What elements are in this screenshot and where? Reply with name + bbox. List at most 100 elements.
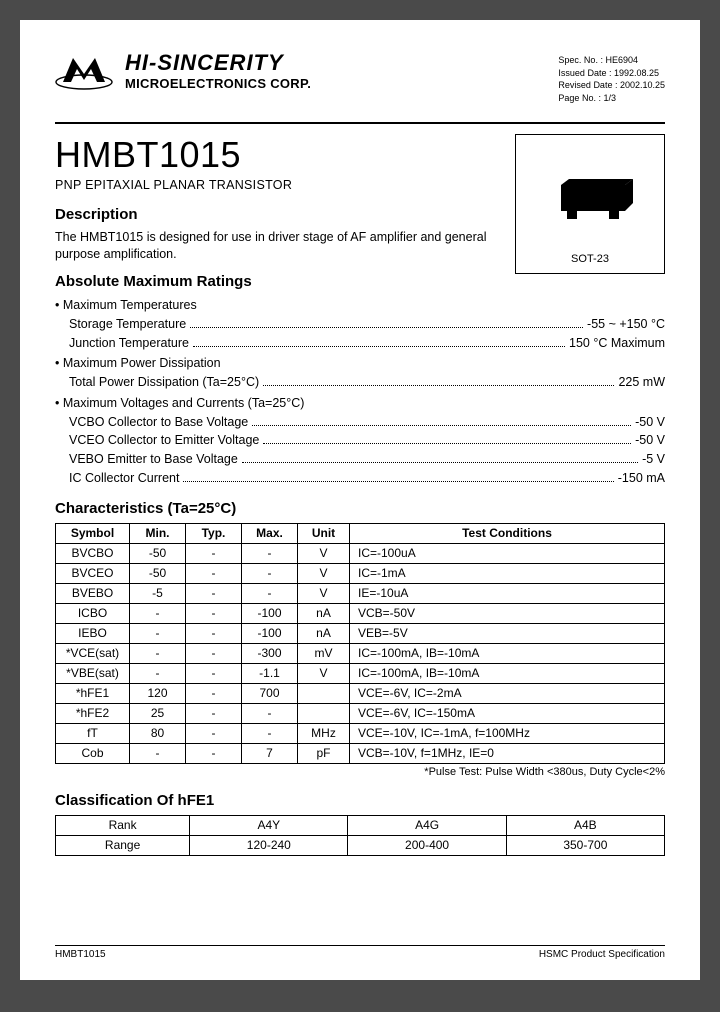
footer-right: HSMC Product Specification [539, 949, 665, 960]
table-cell: VCE=-6V, IC=-2mA [350, 683, 665, 703]
table-cell: 80 [130, 723, 186, 743]
table-cell: V [298, 663, 350, 683]
rating-line: Total Power Dissipation (Ta=25°C) 225 mW [55, 373, 665, 392]
table-cell: - [186, 623, 242, 643]
rating-group-header: Maximum Voltages and Currents (Ta=25°C) [55, 394, 665, 413]
rating-line: Junction Temperature150 °C Maximum [55, 334, 665, 353]
table-cell: A4G [348, 815, 506, 835]
table-cell: 120 [130, 683, 186, 703]
table-row: fT80--MHzVCE=-10V, IC=-1mA, f=100MHz [56, 723, 665, 743]
table-cell [298, 703, 350, 723]
rating-value: -150 mA [618, 469, 665, 488]
table-cell: - [242, 563, 298, 583]
rating-group: Maximum Voltages and Currents (Ta=25°C)V… [55, 394, 665, 488]
table-cell: IEBO [56, 623, 130, 643]
table-cell: VCB=-50V [350, 603, 665, 623]
table-row: *VBE(sat)---1.1VIC=-100mA, IB=-10mA [56, 663, 665, 683]
table-cell: 200-400 [348, 835, 506, 855]
table-cell: A4B [506, 815, 664, 835]
company-subtitle: MICROELECTRONICS CORP. [125, 76, 311, 91]
table-cell: 350-700 [506, 835, 664, 855]
rating-line: VCEO Collector to Emitter Voltage -50 V [55, 431, 665, 450]
table-cell: IC=-1mA [350, 563, 665, 583]
table-row: BVEBO-5--VIE=-10uA [56, 583, 665, 603]
table-cell: fT [56, 723, 130, 743]
rating-label: Storage Temperature [69, 315, 186, 334]
logo-block: HI-SINCERITY MICROELECTRONICS CORP. [55, 50, 558, 91]
table-cell: - [242, 723, 298, 743]
table-cell: - [130, 623, 186, 643]
table-cell: - [242, 703, 298, 723]
description-text: The HMBT1015 is designed for use in driv… [55, 229, 505, 263]
table-cell: IC=-100uA [350, 543, 665, 563]
table-cell: -100 [242, 603, 298, 623]
rating-value: 225 mW [618, 373, 665, 392]
table-cell: BVCEO [56, 563, 130, 583]
table-cell: -300 [242, 643, 298, 663]
rating-group: Maximum Power DissipationTotal Power Dis… [55, 354, 665, 392]
datasheet-page: HI-SINCERITY MICROELECTRONICS CORP. Spec… [20, 20, 700, 980]
rating-label: Total Power Dissipation (Ta=25°C) [69, 373, 259, 392]
package-box: SOT-23 [515, 134, 665, 274]
footer-left: HMBT1015 [55, 949, 106, 960]
table-cell: VCE=-10V, IC=-1mA, f=100MHz [350, 723, 665, 743]
table-cell: 7 [242, 743, 298, 763]
table-cell: nA [298, 603, 350, 623]
table-cell: -5 [130, 583, 186, 603]
rating-label: VCEO Collector to Emitter Voltage [69, 431, 259, 450]
rating-line: VEBO Emitter to Base Voltage-5 V [55, 450, 665, 469]
header-divider [55, 122, 665, 124]
table-row: Cob--7pFVCB=-10V, f=1MHz, IE=0 [56, 743, 665, 763]
table-cell: -1.1 [242, 663, 298, 683]
table-cell: MHz [298, 723, 350, 743]
table-cell: mV [298, 643, 350, 663]
column-header: Test Conditions [350, 523, 665, 543]
rating-group-header: Maximum Temperatures [55, 296, 665, 315]
rating-label: IC Collector Current [69, 469, 179, 488]
table-row: *hFE1120-700VCE=-6V, IC=-2mA [56, 683, 665, 703]
table-row: IEBO---100nAVEB=-5V [56, 623, 665, 643]
revised-date: Revised Date : 2002.10.25 [558, 79, 665, 92]
table-cell: IE=-10uA [350, 583, 665, 603]
table-cell: -50 [130, 563, 186, 583]
rating-value: -55 ~ +150 °C [587, 315, 665, 334]
table-header-row: RankA4YA4GA4B [56, 815, 665, 835]
table-cell: - [242, 543, 298, 563]
table-header-row: SymbolMin.Typ.Max.UnitTest Conditions [56, 523, 665, 543]
ratings-list: Maximum TemperaturesStorage Temperature -… [55, 296, 665, 488]
column-header: Symbol [56, 523, 130, 543]
table-row: BVCEO-50--VIC=-1mA [56, 563, 665, 583]
rating-value: -50 V [635, 431, 665, 450]
table-cell [298, 683, 350, 703]
column-header: Max. [242, 523, 298, 543]
table-cell: - [186, 603, 242, 623]
table-cell: - [186, 663, 242, 683]
spec-no: Spec. No. : HE6904 [558, 54, 665, 67]
table-cell: - [130, 663, 186, 683]
amr-title: Absolute Maximum Ratings [55, 273, 505, 290]
table-row: BVCBO-50--VIC=-100uA [56, 543, 665, 563]
table-cell: - [186, 563, 242, 583]
hfe-title: Classification Of hFE1 [55, 792, 665, 809]
hfe-table: RankA4YA4GA4B Range120-240200-400350-700 [55, 815, 665, 856]
table-cell: VCE=-6V, IC=-150mA [350, 703, 665, 723]
header: HI-SINCERITY MICROELECTRONICS CORP. Spec… [55, 50, 665, 104]
rating-line: IC Collector Current -150 mA [55, 469, 665, 488]
table-cell: VEB=-5V [350, 623, 665, 643]
table-cell: pF [298, 743, 350, 763]
table-cell: 120-240 [190, 835, 348, 855]
table-cell: V [298, 563, 350, 583]
table-cell: 700 [242, 683, 298, 703]
table-cell: - [186, 643, 242, 663]
rating-label: VCBO Collector to Base Voltage [69, 413, 248, 432]
part-type: PNP EPITAXIAL PLANAR TRANSISTOR [55, 178, 505, 192]
table-cell: BVEBO [56, 583, 130, 603]
table-cell: BVCBO [56, 543, 130, 563]
table-cell: *VBE(sat) [56, 663, 130, 683]
characteristics-title: Characteristics (Ta=25°C) [55, 500, 665, 517]
company-text: HI-SINCERITY MICROELECTRONICS CORP. [125, 50, 311, 91]
table-cell: V [298, 583, 350, 603]
table-cell: 25 [130, 703, 186, 723]
table-cell: - [186, 743, 242, 763]
rating-group: Maximum TemperaturesStorage Temperature -… [55, 296, 665, 352]
